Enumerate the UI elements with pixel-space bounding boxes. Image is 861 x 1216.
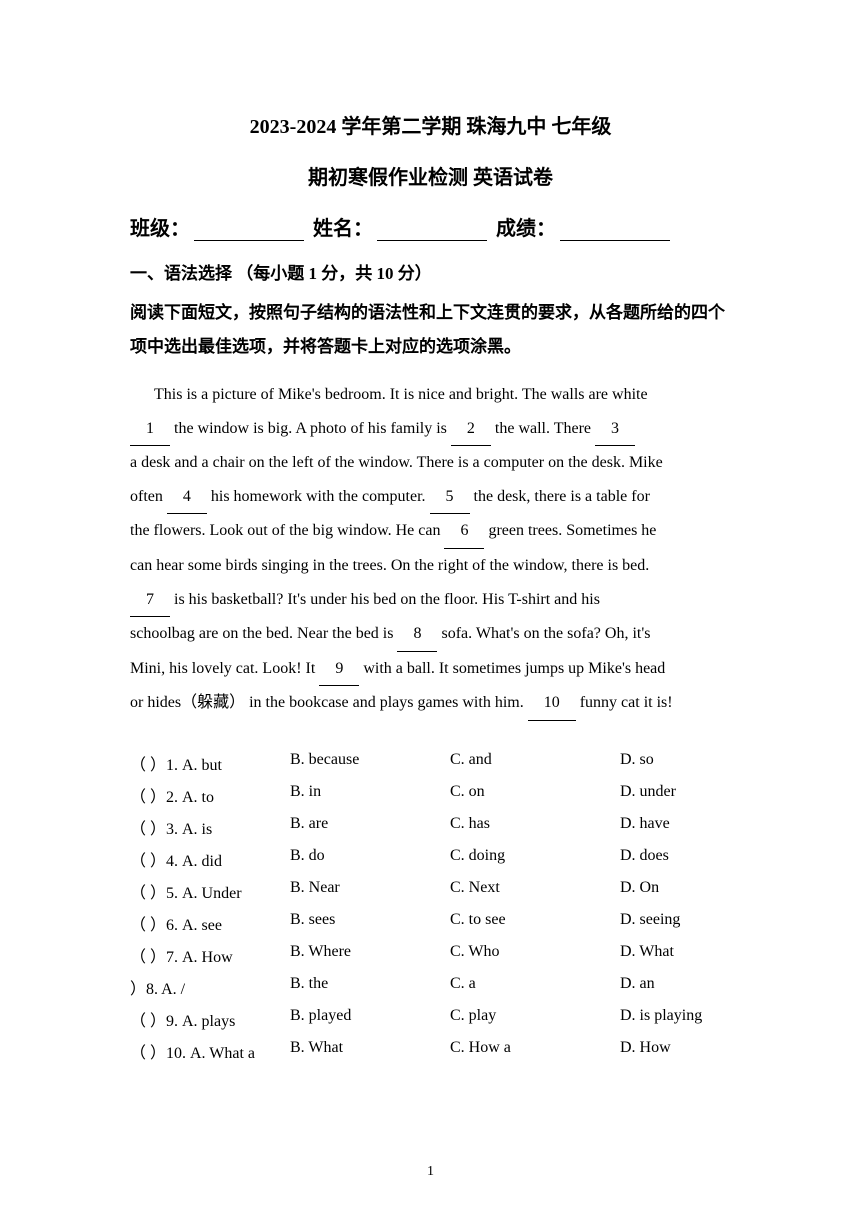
option-d[interactable]: D. does [620, 843, 731, 875]
option-b[interactable]: B. played [290, 1003, 450, 1035]
option-b[interactable]: B. Near [290, 875, 450, 907]
option-d[interactable]: D. so [620, 747, 731, 779]
option-row: （ ）1. A. butB. becauseC. andD. so [130, 747, 731, 779]
passage-text: often [130, 488, 167, 505]
passage-text: schoolbag are on the bed. Near the bed i… [130, 625, 397, 642]
option-d[interactable]: D. On [620, 875, 731, 907]
blank-2[interactable]: 2 [451, 412, 491, 447]
passage-text: Mini, his lovely cat. Look! It [130, 660, 319, 677]
option-b[interactable]: B. are [290, 811, 450, 843]
option-c[interactable]: C. play [450, 1003, 620, 1035]
passage-text: can hear some birds singing in the trees… [130, 557, 649, 574]
option-d[interactable]: D. How [620, 1035, 731, 1067]
option-d[interactable]: D. under [620, 779, 731, 811]
option-d[interactable]: D. have [620, 811, 731, 843]
option-a[interactable]: （ ）5. A. Under [130, 875, 290, 907]
instruction-text: 阅读下面短文，按照句子结构的语法性和上下文连贯的要求，从各题所给的四个 项中选出… [130, 296, 731, 364]
option-b[interactable]: B. because [290, 747, 450, 779]
option-a[interactable]: （ ）9. A. plays [130, 1003, 290, 1035]
blank-9[interactable]: 9 [319, 652, 359, 687]
name-blank[interactable] [377, 240, 487, 241]
option-c[interactable]: C. doing [450, 843, 620, 875]
score-blank[interactable] [560, 240, 670, 241]
passage-text: sofa. What's on the sofa? Oh, it's [437, 625, 650, 642]
section-title: 一、语法选择 （每小题 1 分，共 10 分） [130, 259, 731, 284]
option-c[interactable]: C. Next [450, 875, 620, 907]
passage-text: the flowers. Look out of the big window.… [130, 522, 444, 539]
option-b[interactable]: B. What [290, 1035, 450, 1067]
option-row: （ ）9. A. playsB. playedC. playD. is play… [130, 1003, 731, 1035]
blank-1[interactable]: 1 [130, 412, 170, 447]
option-b[interactable]: B. do [290, 843, 450, 875]
student-info-line: 班级： 姓名： 成绩： [130, 212, 731, 241]
option-row: （ ）4. A. didB. doC. doingD. does [130, 843, 731, 875]
option-d[interactable]: D. seeing [620, 907, 731, 939]
option-c[interactable]: C. has [450, 811, 620, 843]
option-b[interactable]: B. the [290, 971, 450, 1003]
option-c[interactable]: C. a [450, 971, 620, 1003]
option-row: （ ）7. A. HowB. WhereC. WhoD. What [130, 939, 731, 971]
option-c[interactable]: C. How a [450, 1035, 620, 1067]
name-label: 姓名： [313, 218, 373, 240]
score-label: 成绩： [496, 218, 556, 240]
page-title-line1: 2023-2024 学年第二学期 珠海九中 七年级 [130, 110, 731, 139]
option-d[interactable]: D. an [620, 971, 731, 1003]
option-d[interactable]: D. is playing [620, 1003, 731, 1035]
instruction-line1: 阅读下面短文，按照句子结构的语法性和上下文连贯的要求，从各题所给的四个 [130, 303, 725, 322]
option-a[interactable]: （ ）3. A. is [130, 811, 290, 843]
option-row: （ ）6. A. seeB. seesC. to seeD. seeing [130, 907, 731, 939]
option-a[interactable]: （ ）7. A. How [130, 939, 290, 971]
passage-text: his homework with the computer. [207, 488, 430, 505]
option-a[interactable]: （ ）10. A. What a [130, 1035, 290, 1067]
passage-text: This is a picture of Mike's bedroom. It … [154, 386, 648, 403]
blank-6[interactable]: 6 [444, 514, 484, 549]
option-a[interactable]: （ ）4. A. did [130, 843, 290, 875]
option-a[interactable]: （ ）1. A. but [130, 747, 290, 779]
passage-text: funny cat it is! [576, 694, 673, 711]
instruction-line2: 项中选出最佳选项，并将答题卡上对应的选项涂黑。 [130, 337, 521, 356]
passage-text: the desk, there is a table for [470, 488, 650, 505]
passage-text: the wall. There [491, 420, 595, 437]
options-table: （ ）1. A. butB. becauseC. andD. so（ ）2. A… [130, 747, 731, 1067]
option-row: （ ）5. A. UnderB. NearC. NextD. On [130, 875, 731, 907]
blank-8[interactable]: 8 [397, 617, 437, 652]
option-c[interactable]: C. on [450, 779, 620, 811]
class-label: 班级： [130, 218, 190, 240]
class-blank[interactable] [194, 240, 304, 241]
option-row: （ ）10. A. What aB. WhatC. How aD. How [130, 1035, 731, 1067]
passage-text: green trees. Sometimes he [484, 522, 656, 539]
option-b[interactable]: B. Where [290, 939, 450, 971]
option-a[interactable]: （ ）6. A. see [130, 907, 290, 939]
option-row: ）8. A. /B. theC. aD. an [130, 971, 731, 1003]
blank-7[interactable]: 7 [130, 583, 170, 618]
option-row: （ ）3. A. isB. areC. hasD. have [130, 811, 731, 843]
passage-text: a desk and a chair on the left of the wi… [130, 454, 663, 471]
blank-4[interactable]: 4 [167, 480, 207, 515]
option-a[interactable]: ）8. A. / [130, 971, 290, 1003]
exam-page: 2023-2024 学年第二学期 珠海九中 七年级 期初寒假作业检测 英语试卷 … [0, 0, 861, 1216]
option-c[interactable]: C. and [450, 747, 620, 779]
blank-5[interactable]: 5 [430, 480, 470, 515]
option-b[interactable]: B. sees [290, 907, 450, 939]
option-a[interactable]: （ ）2. A. to [130, 779, 290, 811]
option-row: （ ）2. A. toB. inC. onD. under [130, 779, 731, 811]
passage-text: is his basketball? It's under his bed on… [170, 591, 600, 608]
page-title-line2: 期初寒假作业检测 英语试卷 [130, 161, 731, 190]
option-b[interactable]: B. in [290, 779, 450, 811]
passage-text: with a ball. It sometimes jumps up Mike'… [359, 660, 665, 677]
option-d[interactable]: D. What [620, 939, 731, 971]
passage-text: the window is big. A photo of his family… [170, 420, 451, 437]
passage-text: or hides（躲藏） in the bookcase and plays g… [130, 694, 528, 711]
page-number: 1 [0, 1164, 861, 1180]
cloze-passage: This is a picture of Mike's bedroom. It … [130, 378, 731, 721]
blank-3[interactable]: 3 [595, 412, 635, 447]
blank-10[interactable]: 10 [528, 686, 576, 721]
option-c[interactable]: C. to see [450, 907, 620, 939]
option-c[interactable]: C. Who [450, 939, 620, 971]
